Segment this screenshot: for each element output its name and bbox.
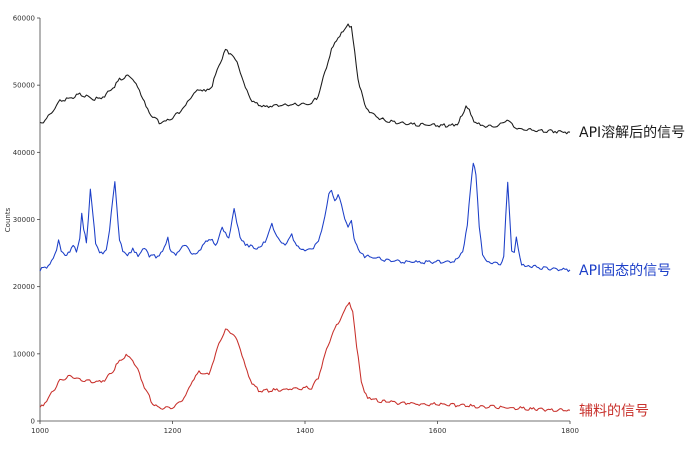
series-label: 辅料的信号 [579, 403, 649, 419]
x-tick-label: 1400 [296, 427, 314, 435]
y-tick-label: 20000 [13, 283, 35, 291]
y-axis-title: Counts [4, 207, 12, 232]
y-tick-label: 40000 [13, 149, 35, 157]
y-tick-label: 60000 [13, 15, 35, 23]
x-ticks: 1000 1200 1400 1600 1800 [31, 421, 579, 435]
y-tick-label: 30000 [13, 216, 35, 224]
y-ticks: 0 10000 20000 30000 40000 50000 60000 [13, 15, 40, 426]
series-label: API溶解后的信号 [579, 125, 685, 141]
series-label: API固态的信号 [579, 263, 671, 279]
y-tick-label: 0 [31, 418, 35, 426]
x-tick-label: 1000 [31, 427, 49, 435]
series-line [39, 162, 571, 272]
series-line [39, 23, 571, 135]
y-tick-label: 50000 [13, 82, 35, 90]
series-line [39, 301, 571, 412]
x-tick-label: 1600 [429, 427, 447, 435]
y-tick-label: 10000 [13, 350, 35, 358]
x-tick-label: 1800 [561, 427, 579, 435]
series-lines [39, 23, 571, 412]
x-tick-label: 1200 [164, 427, 182, 435]
